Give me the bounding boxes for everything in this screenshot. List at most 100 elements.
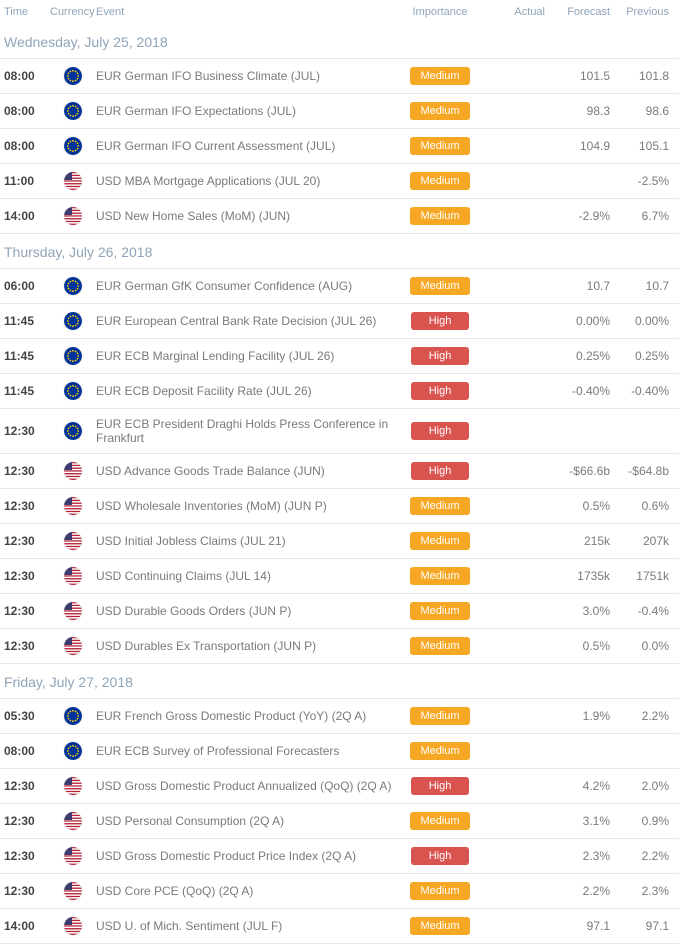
importance-badge: Medium <box>410 707 469 725</box>
cell-forecast: 4.2% <box>545 779 610 793</box>
header-actual[interactable]: Actual <box>485 6 545 18</box>
cell-forecast: 101.5 <box>545 69 610 83</box>
us-flag-icon <box>64 567 82 585</box>
day-header: Wednesday, July 25, 2018 <box>0 24 679 59</box>
cell-importance: Medium <box>395 172 485 190</box>
table-row[interactable]: 08:00EUR German IFO Business Climate (JU… <box>0 59 679 94</box>
cell-event: USD Gross Domestic Product Annualized (Q… <box>96 779 395 793</box>
cell-importance: Medium <box>395 102 485 120</box>
cell-forecast: 3.1% <box>545 814 610 828</box>
us-flag-icon <box>64 637 82 655</box>
table-row[interactable]: 11:45EUR ECB Deposit Facility Rate (JUL … <box>0 374 679 409</box>
cell-event: USD Durable Goods Orders (JUN P) <box>96 604 395 618</box>
eu-flag-icon <box>64 102 82 120</box>
cell-currency <box>50 847 96 865</box>
header-event[interactable]: Event <box>96 6 395 18</box>
cell-event: USD Continuing Claims (JUL 14) <box>96 569 395 583</box>
cell-time: 11:45 <box>4 384 50 398</box>
cell-previous: 105.1 <box>610 139 675 153</box>
table-row[interactable]: 05:30EUR French Gross Domestic Product (… <box>0 699 679 734</box>
importance-badge: Medium <box>410 207 469 225</box>
table-row[interactable]: 12:30USD Wholesale Inventories (MoM) (JU… <box>0 489 679 524</box>
table-row[interactable]: 12:30USD Initial Jobless Claims (JUL 21)… <box>0 524 679 559</box>
cell-previous: -$64.8b <box>610 464 675 478</box>
table-row[interactable]: 11:45EUR ECB Marginal Lending Facility (… <box>0 339 679 374</box>
cell-previous: 207k <box>610 534 675 548</box>
table-row[interactable]: 12:30USD Gross Domestic Product Annualiz… <box>0 769 679 804</box>
cell-currency <box>50 102 96 120</box>
us-flag-icon <box>64 847 82 865</box>
cell-importance: High <box>395 462 485 480</box>
header-previous[interactable]: Previous <box>610 6 675 18</box>
importance-badge: Medium <box>410 102 469 120</box>
cell-event: EUR German IFO Current Assessment (JUL) <box>96 139 395 153</box>
cell-forecast: 1735k <box>545 569 610 583</box>
importance-badge: High <box>411 347 469 365</box>
header-currency[interactable]: Currency <box>50 6 96 18</box>
importance-badge: High <box>411 847 469 865</box>
cell-importance: Medium <box>395 742 485 760</box>
cell-currency <box>50 277 96 295</box>
eu-flag-icon <box>64 382 82 400</box>
eu-flag-icon <box>64 312 82 330</box>
day-header: Thursday, July 26, 2018 <box>0 234 679 269</box>
cell-currency <box>50 67 96 85</box>
cell-event: EUR German GfK Consumer Confidence (AUG) <box>96 279 395 293</box>
table-row[interactable]: 12:30USD Durables Ex Transportation (JUN… <box>0 629 679 664</box>
cell-previous: -2.5% <box>610 174 675 188</box>
cell-forecast: 104.9 <box>545 139 610 153</box>
importance-badge: Medium <box>410 532 469 550</box>
cell-previous: 1751k <box>610 569 675 583</box>
table-row[interactable]: 11:45EUR European Central Bank Rate Deci… <box>0 304 679 339</box>
cell-event: EUR ECB Marginal Lending Facility (JUL 2… <box>96 349 395 363</box>
table-row[interactable]: 06:00EUR German GfK Consumer Confidence … <box>0 269 679 304</box>
cell-time: 12:30 <box>4 534 50 548</box>
table-row[interactable]: 12:30USD Continuing Claims (JUL 14)Mediu… <box>0 559 679 594</box>
cell-forecast: 98.3 <box>545 104 610 118</box>
cell-forecast: -$66.6b <box>545 464 610 478</box>
cell-currency <box>50 497 96 515</box>
cell-event: EUR ECB President Draghi Holds Press Con… <box>96 417 395 445</box>
importance-badge: Medium <box>410 137 469 155</box>
cell-event: USD U. of Mich. Sentiment (JUL F) <box>96 919 395 933</box>
table-row[interactable]: 12:30USD Personal Consumption (2Q A)Medi… <box>0 804 679 839</box>
table-row[interactable]: 12:30USD Advance Goods Trade Balance (JU… <box>0 454 679 489</box>
eu-flag-icon <box>64 707 82 725</box>
table-row[interactable]: 12:30USD Core PCE (QoQ) (2Q A)Medium2.2%… <box>0 874 679 909</box>
importance-badge: High <box>411 777 469 795</box>
cell-importance: Medium <box>395 882 485 900</box>
cell-time: 12:30 <box>4 424 50 438</box>
day-header: Friday, July 27, 2018 <box>0 664 679 699</box>
table-row[interactable]: 08:00EUR German IFO Expectations (JUL)Me… <box>0 94 679 129</box>
header-forecast[interactable]: Forecast <box>545 6 610 18</box>
us-flag-icon <box>64 777 82 795</box>
cell-currency <box>50 172 96 190</box>
table-row[interactable]: 11:00USD MBA Mortgage Applications (JUL … <box>0 164 679 199</box>
cell-previous: -0.4% <box>610 604 675 618</box>
importance-badge: Medium <box>410 277 469 295</box>
cell-currency <box>50 207 96 225</box>
table-row[interactable]: 14:00USD U. of Mich. Sentiment (JUL F)Me… <box>0 909 679 944</box>
table-body: Wednesday, July 25, 201808:00EUR German … <box>0 24 679 944</box>
table-row[interactable]: 08:00EUR German IFO Current Assessment (… <box>0 129 679 164</box>
cell-forecast: 10.7 <box>545 279 610 293</box>
cell-currency <box>50 707 96 725</box>
cell-forecast: 215k <box>545 534 610 548</box>
cell-forecast: 1.9% <box>545 709 610 723</box>
eu-flag-icon <box>64 277 82 295</box>
table-row[interactable]: 12:30 EUR ECB President Draghi Holds Pres… <box>0 409 679 454</box>
cell-currency <box>50 637 96 655</box>
cell-importance: Medium <box>395 637 485 655</box>
cell-forecast: 0.00% <box>545 314 610 328</box>
table-row[interactable]: 12:30USD Gross Domestic Product Price In… <box>0 839 679 874</box>
table-row[interactable]: 14:00USD New Home Sales (MoM) (JUN)Mediu… <box>0 199 679 234</box>
cell-previous: -0.40% <box>610 384 675 398</box>
table-row[interactable]: 12:30USD Durable Goods Orders (JUN P)Med… <box>0 594 679 629</box>
importance-badge: High <box>411 382 469 400</box>
table-row[interactable]: 08:00EUR ECB Survey of Professional Fore… <box>0 734 679 769</box>
cell-importance: Medium <box>395 812 485 830</box>
header-time[interactable]: Time <box>4 6 50 18</box>
table-header-row: Time Currency Event Importance Actual Fo… <box>0 0 679 24</box>
cell-previous: 0.00% <box>610 314 675 328</box>
header-importance[interactable]: Importance <box>395 6 485 18</box>
